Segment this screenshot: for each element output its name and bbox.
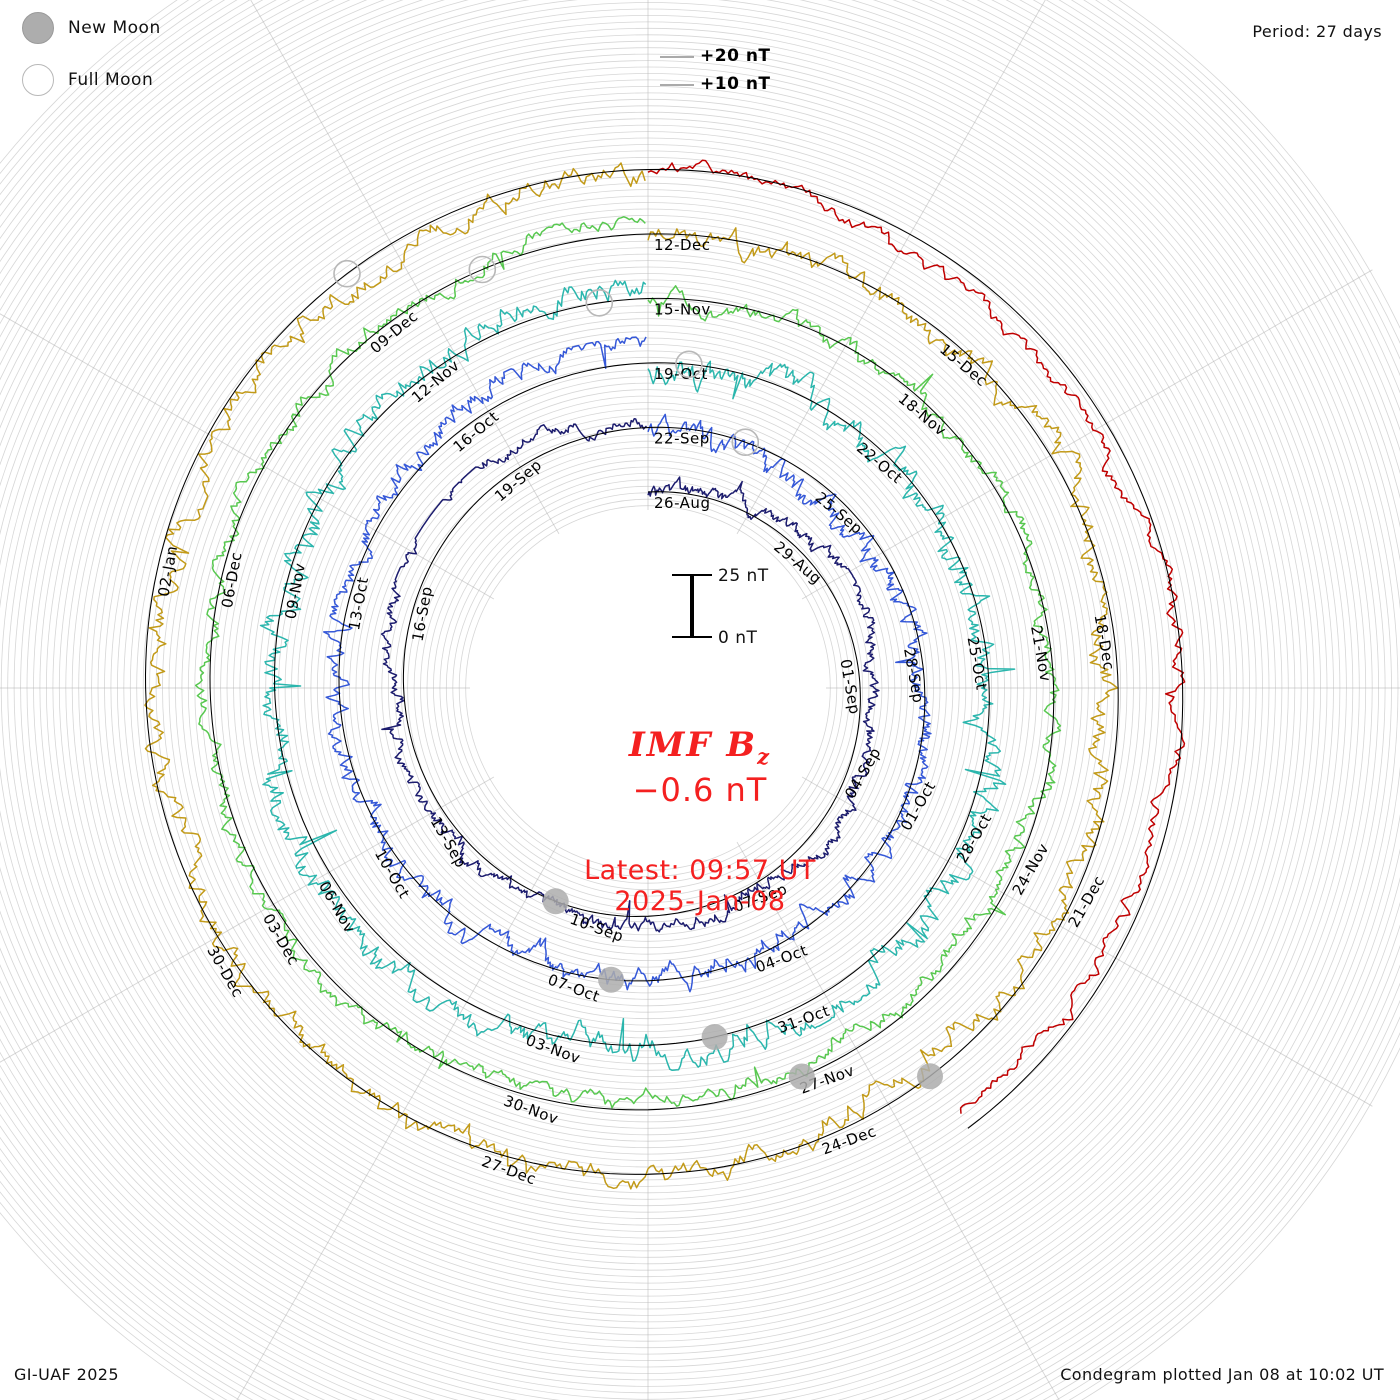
svg-text:25-Sep: 25-Sep	[812, 488, 866, 538]
center-timestamp: Latest: 09:57 UT 2025-Jan-08	[0, 855, 1400, 917]
svg-text:25-Oct: 25-Oct	[964, 635, 991, 691]
scale-bar-top-label: 25 nT	[718, 566, 769, 586]
center-readout: IMF Bz −0.6 nT	[0, 725, 1400, 809]
plot-stamp-label: Condegram plotted Jan 08 at 10:02 UT	[1060, 1365, 1384, 1384]
new-moon-marker	[701, 1024, 728, 1050]
full-moon-marker	[585, 289, 614, 317]
ring-date-label: 12-Nov	[408, 356, 463, 406]
svg-text:31-Oct: 31-Oct	[775, 1002, 832, 1037]
svg-text:15-Nov: 15-Nov	[654, 301, 711, 319]
trace-turn-1	[380, 418, 880, 933]
full-moon-marker	[468, 255, 497, 284]
svg-text:21-Nov: 21-Nov	[1027, 624, 1055, 683]
trace-turn-5	[144, 162, 1119, 1190]
ring-date-label: 01-Sep	[836, 658, 863, 716]
period-label: Period: 27 days	[1252, 22, 1382, 41]
ring-date-label: 27-Dec	[479, 1152, 538, 1188]
svg-text:24-Dec: 24-Dec	[819, 1122, 878, 1158]
radial-tick-plus20: +20 nT	[700, 46, 771, 66]
svg-text:12-Dec: 12-Dec	[654, 236, 711, 254]
svg-text:18-Nov: 18-Nov	[895, 389, 950, 439]
radial-tick-plus10: +10 nT	[700, 74, 771, 94]
baseline-arc	[402, 426, 861, 918]
ring-date-label: 22-Sep	[654, 430, 710, 448]
center-value: −0.6 nT	[632, 770, 768, 809]
svg-text:27-Dec: 27-Dec	[479, 1152, 538, 1188]
ring-date-label: 24-Dec	[819, 1122, 878, 1158]
ring-date-label: 18-Nov	[895, 389, 950, 439]
baseline-arc	[647, 168, 1184, 1129]
new-moon-marker	[542, 888, 569, 915]
ring-date-label: 25-Sep	[812, 488, 866, 538]
svg-text:15-Dec: 15-Dec	[936, 340, 991, 390]
ring-date-label: 31-Oct	[775, 1002, 832, 1037]
new-moon-marker	[917, 1063, 943, 1090]
latest-time: Latest: 09:57 UT	[584, 855, 816, 886]
ring-date-label: 07-Oct	[545, 970, 602, 1005]
ring-date-label: 04-Oct	[753, 941, 810, 976]
scale-bar-bottom-label: 0 nT	[718, 628, 758, 648]
baseline-arc	[209, 233, 1055, 1111]
trace-turn-6	[647, 159, 1186, 1114]
ring-date-label: 15-Dec	[936, 340, 991, 390]
svg-text:12-Nov: 12-Nov	[408, 356, 463, 406]
legend-label-full-moon: Full Moon	[68, 70, 154, 90]
legend-item-full-moon: Full Moon	[22, 64, 153, 96]
legend-item-new-moon: New Moon	[22, 12, 161, 44]
new-moon-icon	[22, 12, 54, 44]
ring-date-label: 21-Nov	[1027, 624, 1055, 683]
svg-text:26-Aug: 26-Aug	[654, 494, 710, 512]
ring-date-label: 15-Nov	[654, 301, 711, 319]
ring-date-label: 28-Sep	[900, 647, 927, 705]
svg-text:04-Oct: 04-Oct	[753, 941, 810, 976]
credit-label: GI-UAF 2025	[14, 1365, 119, 1384]
full-moon-marker	[675, 350, 703, 379]
ring-date-label: 26-Aug	[654, 494, 710, 512]
svg-text:30-Nov: 30-Nov	[501, 1092, 561, 1128]
center-quantity-text: IMF B	[628, 725, 758, 765]
trace-turn-2	[323, 336, 932, 993]
new-moon-marker	[788, 1063, 815, 1090]
full-moon-marker	[731, 428, 760, 457]
baseline-arc	[273, 297, 990, 1046]
legend-label-new-moon: New Moon	[68, 18, 161, 38]
center-quantity-subscript: z	[757, 743, 772, 769]
ring-date-label: 12-Dec	[654, 236, 711, 254]
ring-date-label: 30-Nov	[501, 1092, 561, 1128]
center-quantity: IMF Bz	[0, 725, 1400, 769]
full-moon-icon	[22, 64, 54, 96]
new-moon-marker	[598, 966, 625, 993]
ring-date-label: 25-Oct	[964, 635, 991, 691]
latest-date: 2025-Jan-08	[614, 886, 786, 917]
baseline-arc	[338, 362, 926, 982]
svg-text:07-Oct: 07-Oct	[545, 970, 602, 1005]
svg-text:22-Sep: 22-Sep	[654, 430, 710, 448]
svg-text:01-Sep: 01-Sep	[836, 658, 863, 716]
scale-bar	[672, 574, 712, 638]
full-moon-marker	[333, 259, 361, 288]
baseline-arc	[144, 168, 1119, 1175]
svg-text:28-Sep: 28-Sep	[900, 647, 927, 705]
